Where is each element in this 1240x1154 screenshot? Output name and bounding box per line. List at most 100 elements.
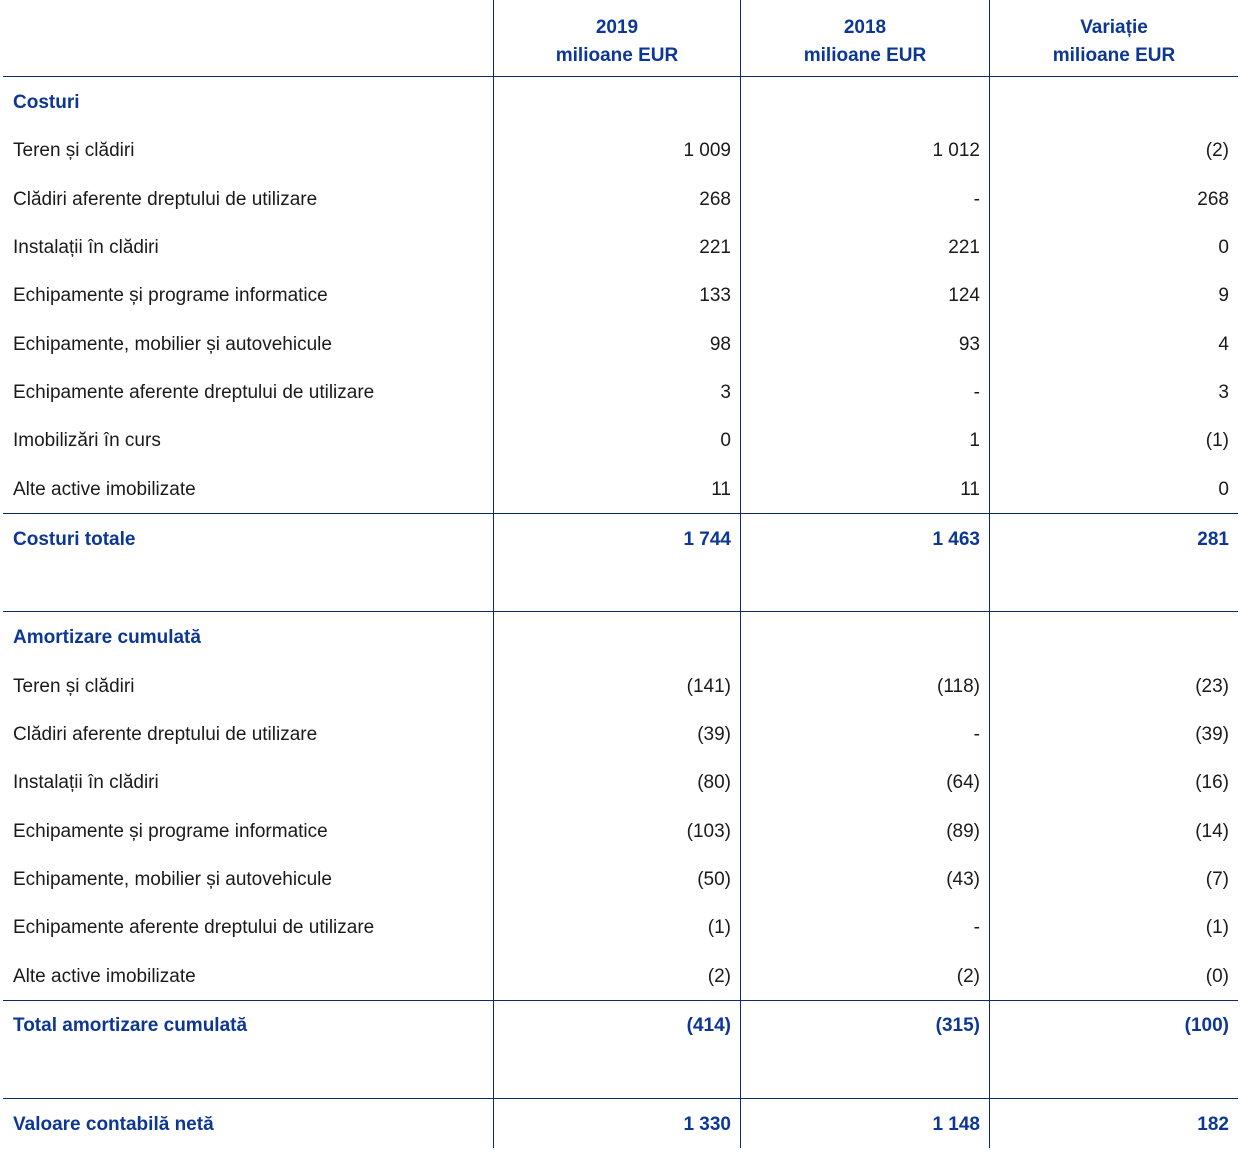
row-label: Instalații în clădiri [13, 772, 159, 793]
column-header-year: 2019 [595, 17, 639, 38]
value-change: 9 [1218, 285, 1229, 306]
net-value-row: Valoare contabilă netă 1 330 1 148 182 [3, 1111, 1238, 1141]
table-row: Instalații în clădiri 221 221 0 [3, 234, 1238, 264]
value-2019: 133 [699, 285, 731, 306]
table-row: Clădiri aferente dreptului de utilizare … [3, 186, 1238, 216]
table-row: Clădiri aferente dreptului de utilizare … [3, 721, 1238, 751]
value-change: (23) [1195, 676, 1229, 697]
row-label: Echipamente aferente dreptului de utiliz… [13, 382, 375, 403]
value-2018: (43) [946, 869, 980, 890]
value-2019: (50) [697, 869, 731, 890]
table-row: Alte active imobilizate (2) (2) (0) [3, 963, 1238, 993]
total-label: Total amortizare cumulată [13, 1015, 248, 1036]
table-row: Teren și clădiri (141) (118) (23) [3, 673, 1238, 703]
row-label: Echipamente, mobilier și autovehicule [13, 334, 332, 355]
total-row: Total amortizare cumulată (414) (315) (1… [3, 1012, 1238, 1042]
value-2019: 1 009 [683, 140, 731, 161]
value-change: 4 [1218, 334, 1229, 355]
row-label: Echipamente, mobilier și autovehicule [13, 869, 332, 890]
section-heading-row: Costuri [3, 89, 1238, 119]
column-divider-2 [740, 0, 741, 1148]
value-2018: (89) [946, 821, 980, 842]
value-change: (0) [1205, 966, 1229, 987]
value-2018: (2) [956, 966, 980, 987]
column-header-year: 2018 [843, 17, 887, 38]
table-row: Instalații în clădiri (80) (64) (16) [3, 769, 1238, 799]
value-2018: 124 [948, 285, 980, 306]
row-label: Echipamente și programe informatice [13, 285, 328, 306]
value-2018: 1 012 [932, 140, 980, 161]
value-2019: 0 [720, 430, 731, 451]
cost-total-rule [3, 513, 1238, 514]
column-header-change: Variație milioane EUR [990, 12, 1238, 72]
total-row: Costuri totale 1 744 1 463 281 [3, 526, 1238, 556]
row-label: Echipamente aferente dreptului de utiliz… [13, 917, 375, 938]
value-2018: - [973, 382, 980, 403]
value-2018: - [973, 917, 980, 938]
row-label: Clădiri aferente dreptului de utilizare [13, 724, 318, 745]
value-2019: (39) [697, 724, 731, 745]
value-change: (14) [1195, 821, 1229, 842]
value-2018: 11 [960, 479, 980, 500]
value-change: (16) [1195, 772, 1229, 793]
total-change: (100) [1184, 1015, 1229, 1036]
table-row: Echipamente aferente dreptului de utiliz… [3, 914, 1238, 944]
value-change: (7) [1205, 869, 1229, 890]
total-2019: (414) [686, 1015, 731, 1036]
table-row: Echipamente și programe informatice (103… [3, 818, 1238, 848]
row-label: Teren și clădiri [13, 140, 135, 161]
row-label: Clădiri aferente dreptului de utilizare [13, 189, 318, 210]
total-2018: 1 463 [932, 529, 980, 550]
value-2019: (1) [707, 917, 731, 938]
net-value-rule [3, 1098, 1238, 1099]
total-2018: (315) [935, 1015, 980, 1036]
value-change: 3 [1218, 382, 1229, 403]
net-value-change: 182 [1197, 1114, 1229, 1135]
row-label: Alte active imobilizate [13, 479, 196, 500]
section-break-rule [3, 611, 1238, 612]
table-row: Echipamente aferente dreptului de utiliz… [3, 379, 1238, 409]
total-label: Costuri totale [13, 529, 136, 550]
row-label: Teren și clădiri [13, 676, 135, 697]
column-header-year: Variație [1080, 17, 1148, 38]
table-row: Echipamente și programe informatice 133 … [3, 282, 1238, 312]
section-heading: Costuri [13, 92, 80, 113]
value-2019: (103) [686, 821, 731, 842]
value-change: (1) [1205, 430, 1229, 451]
total-change: 281 [1197, 529, 1229, 550]
table-row: Alte active imobilizate 11 11 0 [3, 476, 1238, 506]
row-label: Imobilizări în curs [13, 430, 161, 451]
net-value-2019: 1 330 [683, 1114, 731, 1135]
value-2018: 93 [958, 334, 980, 355]
row-label: Alte active imobilizate [13, 966, 196, 987]
column-header-unit: milioane EUR [803, 45, 927, 66]
column-header-2019: 2019 milioane EUR [494, 12, 740, 72]
column-header-2018: 2018 milioane EUR [741, 12, 989, 72]
row-label: Echipamente și programe informatice [13, 821, 328, 842]
net-value-label: Valoare contabilă netă [13, 1114, 214, 1135]
header-rule [3, 76, 1238, 77]
row-label: Instalații în clădiri [13, 237, 159, 258]
value-2018: 221 [948, 237, 980, 258]
table-row: Echipamente, mobilier și autovehicule (5… [3, 866, 1238, 896]
column-header-unit: milioane EUR [1052, 45, 1176, 66]
section-heading-row: Amortizare cumulată [3, 624, 1238, 654]
value-2018: - [973, 724, 980, 745]
value-2018: - [973, 189, 980, 210]
net-value-2018: 1 148 [932, 1114, 980, 1135]
value-2018: (64) [946, 772, 980, 793]
value-change: (39) [1195, 724, 1229, 745]
depreciation-total-rule [3, 1000, 1238, 1001]
value-change: (2) [1205, 140, 1229, 161]
value-change: 0 [1218, 479, 1229, 500]
column-divider-1 [493, 0, 494, 1148]
column-divider-3 [989, 0, 990, 1148]
value-2019: 3 [720, 382, 731, 403]
table-row: Echipamente, mobilier și autovehicule 98… [3, 331, 1238, 361]
value-change: 268 [1197, 189, 1229, 210]
column-header-unit: milioane EUR [555, 45, 679, 66]
value-2019: 268 [699, 189, 731, 210]
value-2019: (80) [697, 772, 731, 793]
value-2018: 1 [969, 430, 980, 451]
value-2019: (2) [707, 966, 731, 987]
